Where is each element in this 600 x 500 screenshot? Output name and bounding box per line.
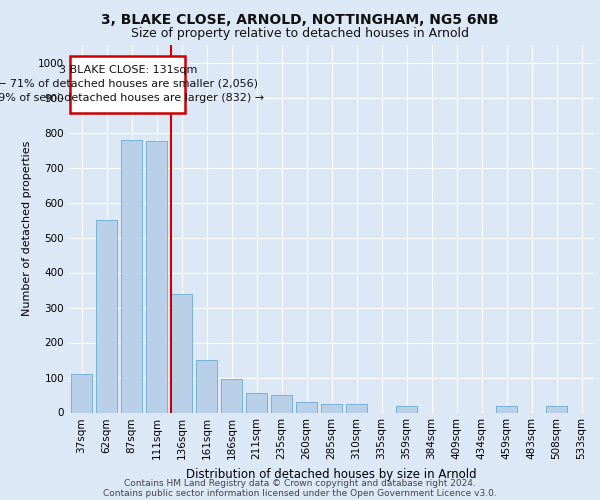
Bar [396, 406, 417, 412]
Bar [171, 294, 192, 412]
Text: Size of property relative to detached houses in Arnold: Size of property relative to detached ho… [131, 28, 469, 40]
Bar [296, 402, 317, 412]
Text: 3 BLAKE CLOSE: 131sqm: 3 BLAKE CLOSE: 131sqm [59, 64, 197, 74]
Bar [196, 360, 217, 412]
Bar [246, 393, 267, 412]
Text: ← 71% of detached houses are smaller (2,056): ← 71% of detached houses are smaller (2,… [0, 78, 258, 88]
Bar [496, 406, 517, 412]
Bar [321, 404, 342, 412]
Y-axis label: Number of detached properties: Number of detached properties [22, 141, 32, 316]
Bar [346, 404, 367, 412]
Text: Contains public sector information licensed under the Open Government Licence v3: Contains public sector information licen… [103, 488, 497, 498]
Bar [221, 379, 242, 412]
Bar [71, 374, 92, 412]
Text: Contains HM Land Registry data © Crown copyright and database right 2024.: Contains HM Land Registry data © Crown c… [124, 478, 476, 488]
Bar [271, 395, 292, 412]
X-axis label: Distribution of detached houses by size in Arnold: Distribution of detached houses by size … [186, 468, 477, 481]
Bar [146, 142, 167, 412]
FancyBboxPatch shape [70, 56, 185, 114]
Bar [121, 140, 142, 412]
Text: 3, BLAKE CLOSE, ARNOLD, NOTTINGHAM, NG5 6NB: 3, BLAKE CLOSE, ARNOLD, NOTTINGHAM, NG5 … [101, 12, 499, 26]
Text: 29% of semi-detached houses are larger (832) →: 29% of semi-detached houses are larger (… [0, 92, 265, 102]
Bar [96, 220, 117, 412]
Bar [546, 406, 567, 412]
